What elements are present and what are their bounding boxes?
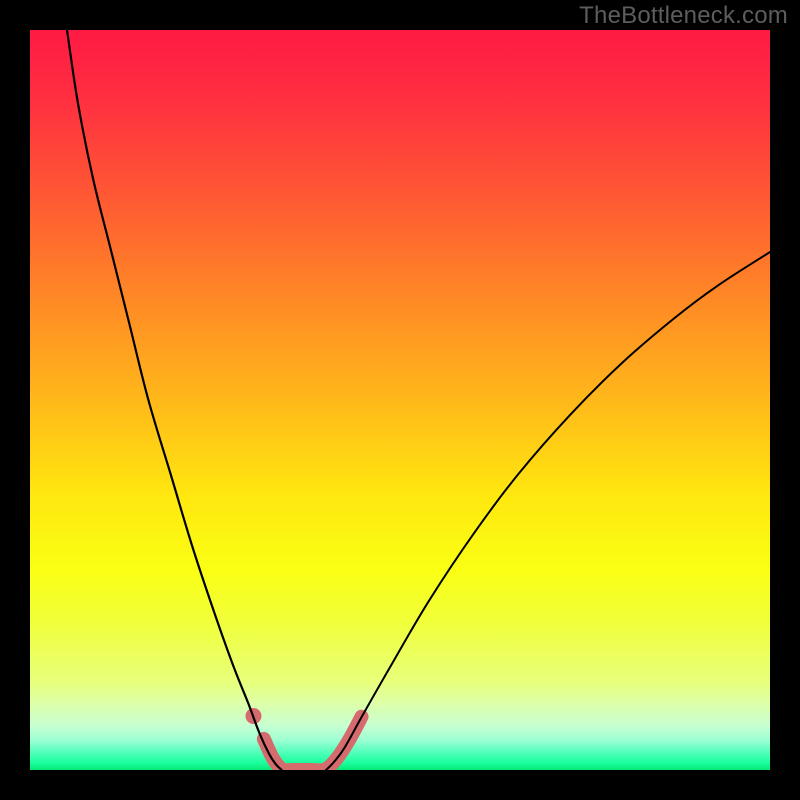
bottleneck-chart xyxy=(0,0,800,800)
chart-stage: TheBottleneck.com xyxy=(0,0,800,800)
plot-background xyxy=(30,30,770,770)
